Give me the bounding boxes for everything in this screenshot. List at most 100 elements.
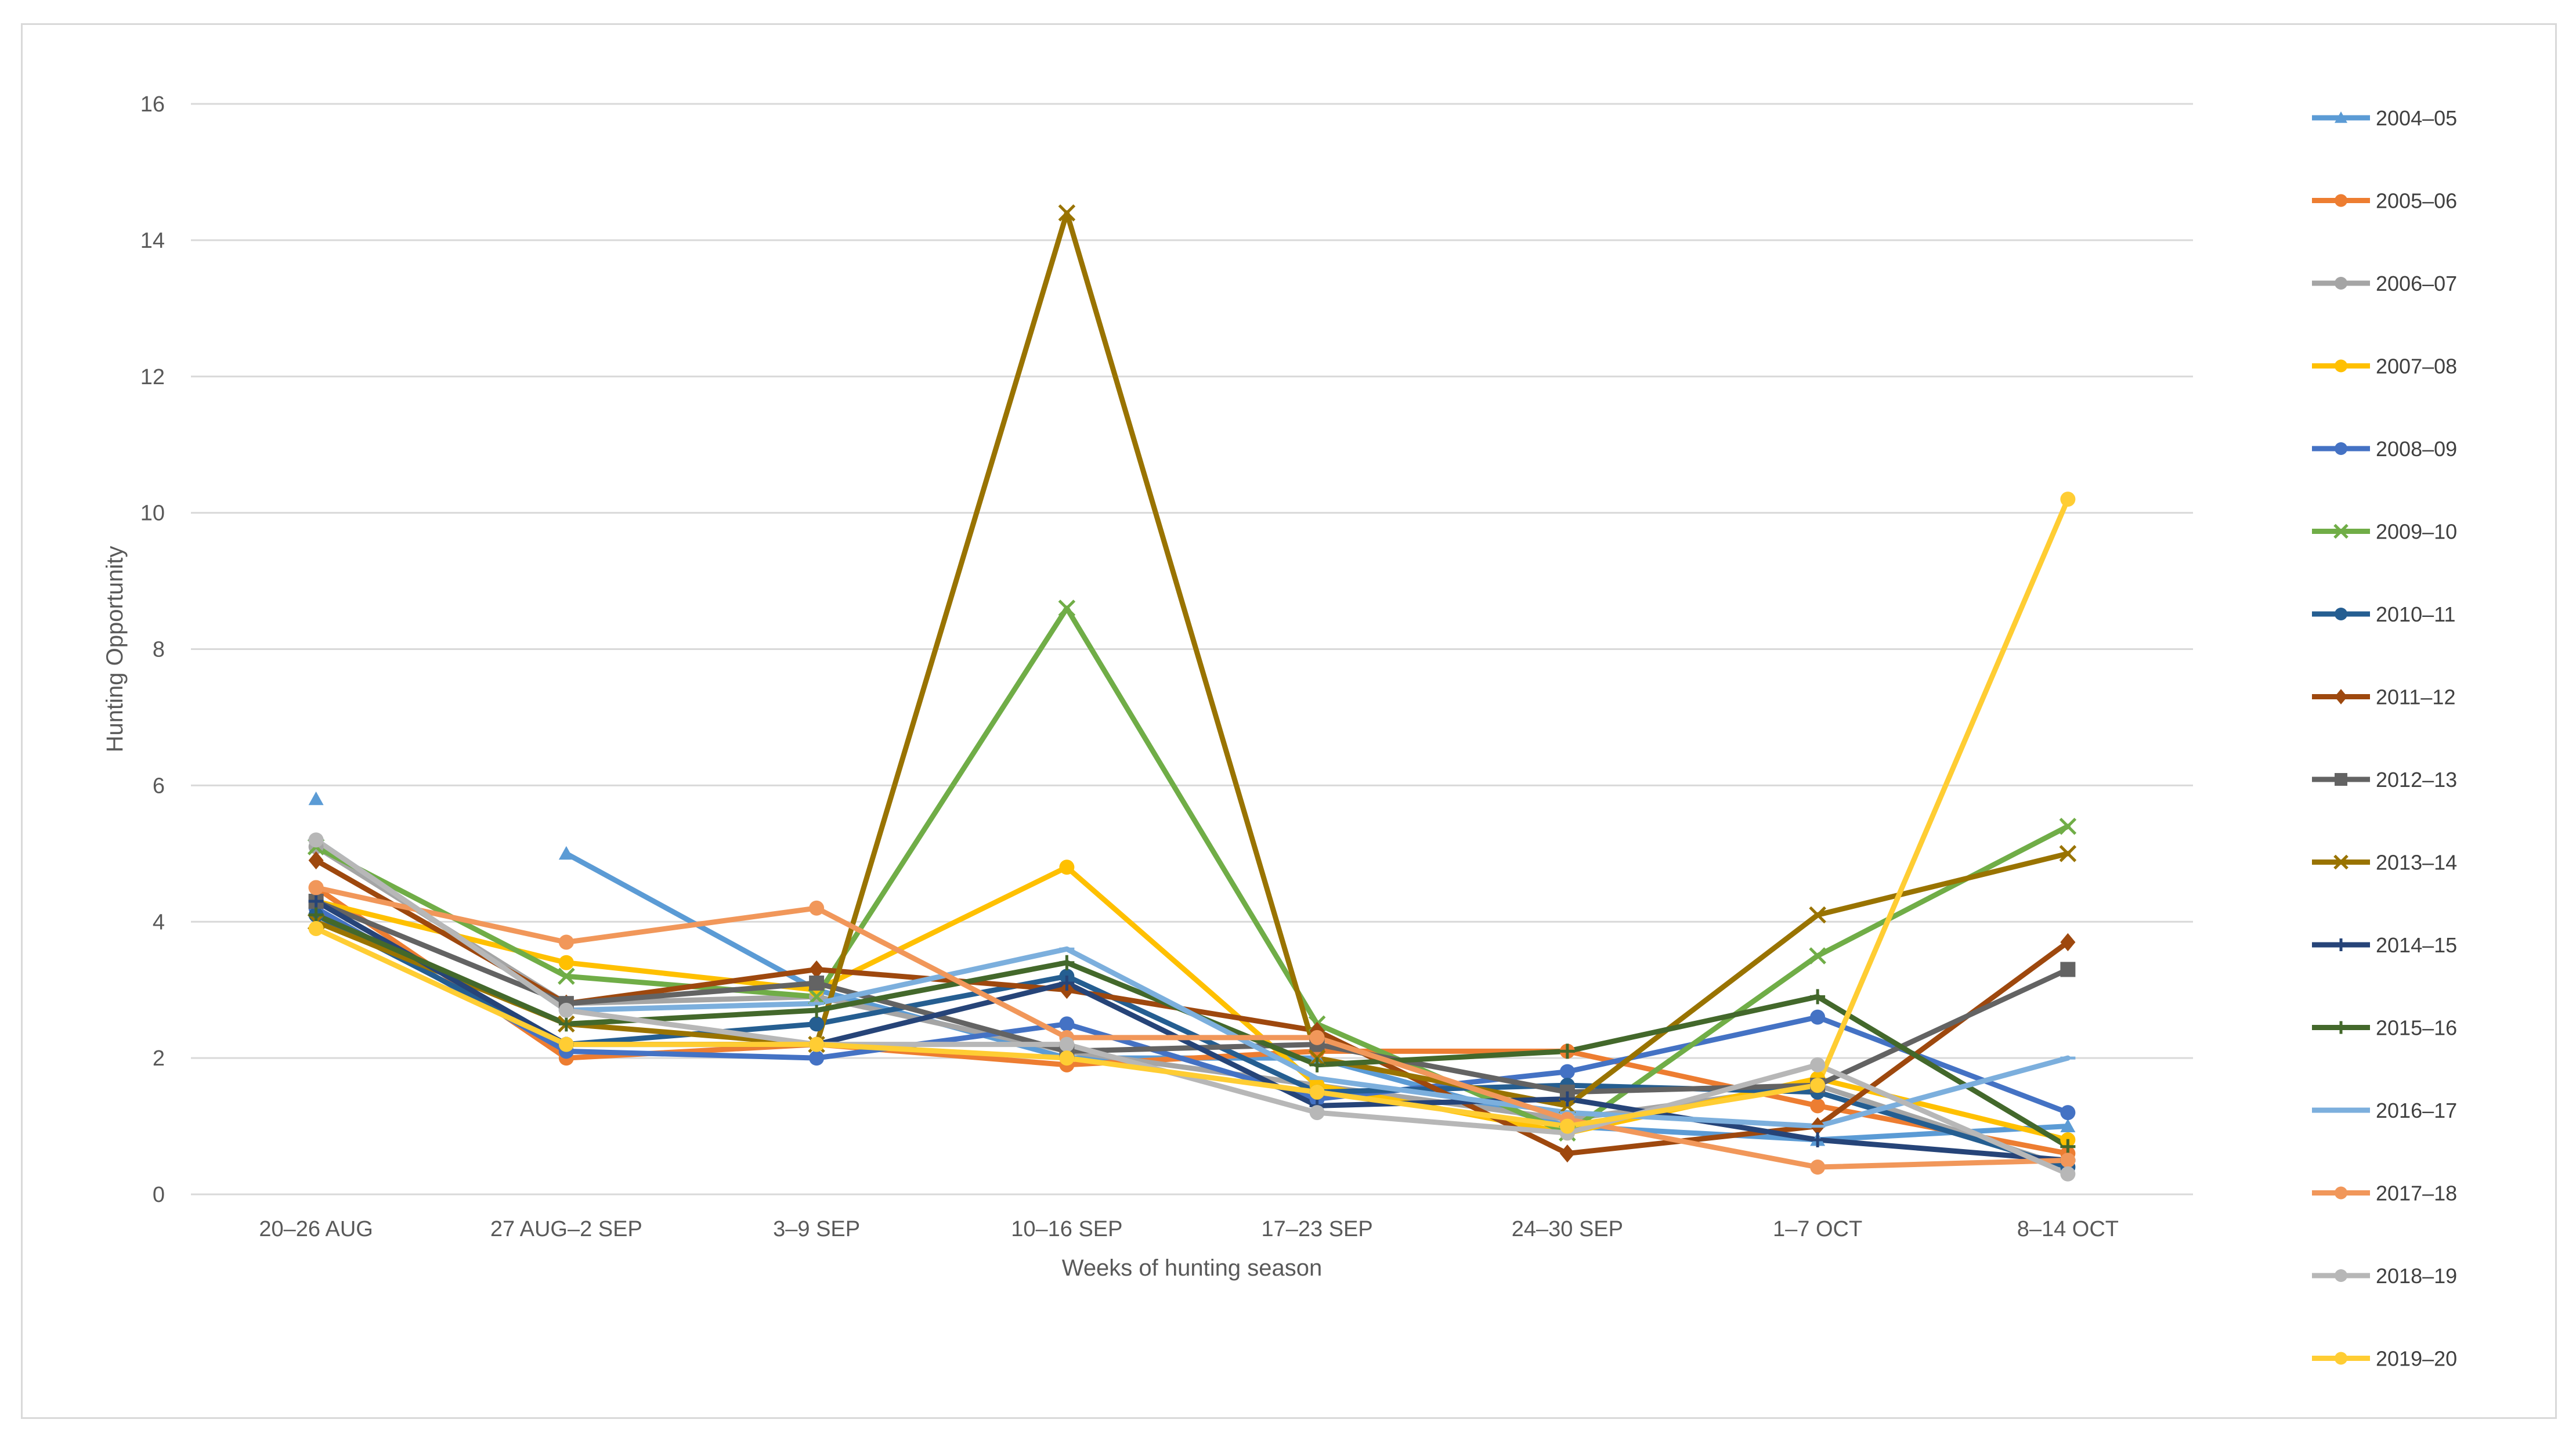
data-point-2018-19: [1810, 1057, 1826, 1072]
data-point-2019-20: [1059, 1050, 1075, 1066]
legend-marker: [2333, 854, 2349, 870]
data-point-2015-16: [308, 907, 324, 923]
series-line-2017-18: [313, 885, 2071, 1170]
data-point-2004-05: [308, 791, 324, 806]
legend-label: 2009–10: [2376, 520, 2457, 544]
series-line-2009-10: [313, 605, 2071, 1136]
data-point-2008-09: [1059, 1016, 1075, 1032]
legend-item-2004-05: 2004–05: [2312, 106, 2457, 130]
data-point-2008-09: [2060, 1105, 2076, 1121]
legend: 2004–05 2005–06 2006–07 2007–08 2008–09 2009–…: [2312, 106, 2457, 1371]
x-tick-label: 24–30 SEP: [1512, 1217, 1623, 1241]
chart-frame: 0 2 4 6 8 10 12 14 16 20–26 AUG 27 AUG–2 SEP 3–9 S…: [21, 23, 2557, 1419]
line-chart: 0 2 4 6 8 10 12 14 16 20–26 AUG 27 AUG–2 SEP 3–9 S…: [102, 92, 2457, 1371]
legend-marker: [2333, 523, 2349, 539]
series-line-2012-13: [313, 898, 2071, 1095]
series-line-2013-14: [313, 210, 2071, 1108]
legend-item-2007-08: 2007–08: [2312, 355, 2457, 378]
x-tick-label: 27 AUG–2 SEP: [490, 1217, 642, 1241]
legend-label: 2015–16: [2376, 1016, 2457, 1040]
legend-item-2016-17: 2016–17: [2312, 1099, 2457, 1122]
data-point-2013-14: [1809, 906, 1826, 924]
series-line-2015-16: [313, 912, 2071, 1150]
data-point-2008-09: [1810, 1009, 1826, 1025]
series-markers: [307, 204, 2077, 1182]
x-tick-label: 8–14 OCT: [2017, 1217, 2119, 1241]
data-point-2017-18: [558, 934, 574, 950]
data-point-2019-20: [2060, 492, 2076, 507]
data-point-2004-05: [558, 846, 574, 860]
data-point-2017-18: [2060, 1153, 2076, 1168]
data-point-2014-15: [1059, 975, 1075, 991]
y-axis-title: Hunting Opportunity: [102, 546, 128, 753]
data-point-2011-12: [809, 960, 825, 979]
legend-item-2017-18: 2017–18: [2312, 1182, 2457, 1205]
legend-item-2019-20: 2019–20: [2312, 1347, 2457, 1371]
legend-marker: [2335, 442, 2347, 455]
data-point-2009-10: [558, 967, 575, 985]
data-point-2007-08: [558, 955, 574, 970]
y-tick-label: 16: [140, 92, 165, 117]
x-tick-label: 1–7 OCT: [1773, 1217, 1862, 1241]
legend-label: 2018–19: [2376, 1264, 2457, 1288]
data-point-2015-16: [2060, 1139, 2076, 1154]
series-line-2019-20: [313, 496, 2071, 1129]
legend-marker: [2335, 689, 2347, 705]
data-point-2009-10: [808, 988, 825, 1006]
data-point-2012-13: [809, 975, 825, 991]
data-point-2011-12: [1559, 1144, 1575, 1163]
data-point-2017-18: [308, 880, 324, 895]
legend-label: 2006–07: [2376, 272, 2457, 295]
data-point-2014-15: [308, 894, 324, 909]
legend-item-2006-07: 2006–07: [2312, 272, 2457, 295]
legend-item-2009-10: 2009–10: [2312, 520, 2457, 544]
x-axis-title: Weeks of hunting season: [1062, 1255, 1322, 1281]
y-tick-label: 12: [140, 365, 165, 389]
data-point-2014-15: [1810, 1132, 1826, 1148]
series-lines: [313, 210, 2071, 1177]
series-line-2008-09: [313, 905, 2071, 1115]
legend-label: 2008–09: [2376, 437, 2457, 461]
data-point-2009-10: [2059, 818, 2077, 835]
data-point-2015-16: [1559, 1043, 1575, 1059]
legend-marker: [2335, 111, 2347, 123]
data-point-2010-11: [809, 1016, 825, 1032]
series-line-2018-19: [313, 837, 2071, 1177]
y-tick-label: 6: [153, 774, 165, 798]
y-tick-label: 10: [140, 501, 165, 526]
legend-marker: [2335, 1186, 2347, 1200]
data-point-2017-18: [1810, 1160, 1826, 1175]
data-point-2019-20: [558, 1036, 574, 1052]
x-tick-label: 3–9 SEP: [773, 1217, 860, 1241]
data-point-2012-13: [2060, 962, 2076, 977]
legend-marker: [2335, 1021, 2347, 1034]
legend-item-2010-11: 2010–11: [2312, 602, 2455, 626]
data-point-2013-14: [2059, 845, 2077, 862]
legend-label: 2005–06: [2376, 189, 2457, 213]
series-line-2016-17: [313, 837, 2071, 1129]
series-line-2011-12: [313, 858, 2071, 1157]
data-point-2008-09: [809, 1050, 825, 1066]
series-line-2006-07: [313, 844, 2071, 1170]
legend-marker: [2335, 359, 2347, 373]
legend-label: 2012–13: [2376, 768, 2457, 792]
legend-item-2005-06: 2005–06: [2312, 189, 2457, 213]
legend-label: 2016–17: [2376, 1099, 2457, 1122]
legend-marker: [2335, 608, 2347, 620]
y-tick-label: 0: [153, 1183, 165, 1207]
data-point-2015-16: [1059, 955, 1075, 970]
data-point-2004-05: [2060, 1118, 2076, 1132]
data-point-2018-19: [1059, 1036, 1075, 1052]
data-point-2009-10: [1809, 947, 1826, 965]
x-tick-label: 10–16 SEP: [1011, 1217, 1122, 1241]
series-line-2005-06: [313, 885, 2071, 1157]
legend-item-2008-09: 2008–09: [2312, 437, 2457, 461]
legend-item-2018-19: 2018–19: [2312, 1264, 2457, 1288]
legend-marker: [2335, 1352, 2347, 1365]
data-point-2018-19: [1309, 1105, 1325, 1121]
x-tick-label: 20–26 AUG: [259, 1217, 373, 1241]
data-point-2015-16: [809, 1002, 825, 1018]
data-point-2011-12: [2060, 933, 2076, 952]
legend-label: 2013–14: [2376, 851, 2457, 875]
legend-item-2012-13: 2012–13: [2312, 768, 2457, 792]
